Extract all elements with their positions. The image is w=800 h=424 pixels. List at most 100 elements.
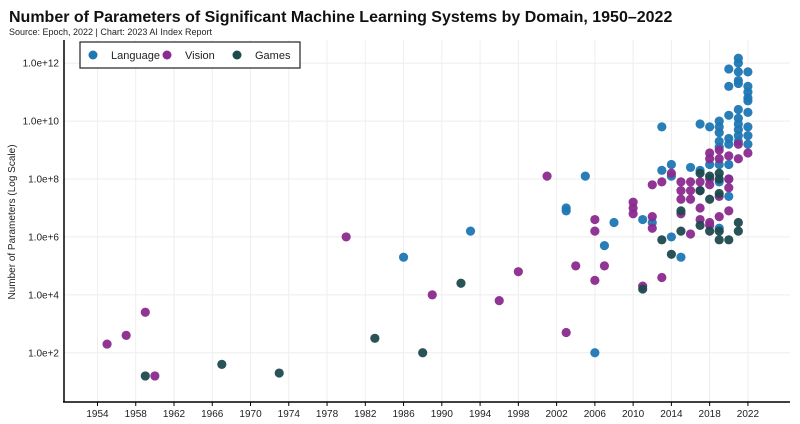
- language-point: [714, 128, 724, 138]
- vision-point: [590, 226, 600, 236]
- legend-label-games: Games: [255, 50, 291, 62]
- games-point: [638, 284, 648, 294]
- language-point: [657, 122, 667, 132]
- games-point: [695, 185, 705, 196]
- language-point: [695, 119, 705, 129]
- y-tick-label: 1.0e+8: [28, 175, 59, 186]
- vision-point: [599, 261, 610, 271]
- language-point: [724, 64, 734, 74]
- vision-point: [657, 177, 667, 187]
- vision-point: [724, 151, 734, 161]
- legend: Language Vision Games: [79, 41, 301, 69]
- vision-point: [647, 223, 657, 233]
- y-axis-ticks: 1.0e+2 1.0e+4 1.0e+6 1.0e+8 1.0e+10 1.0e+12: [23, 59, 60, 360]
- language-point: [398, 252, 409, 262]
- legend-label-language: Language: [111, 50, 160, 62]
- legend-label-vision: Vision: [185, 50, 215, 62]
- y-tick-label: 1.0e+10: [23, 117, 60, 128]
- vision-point: [676, 177, 686, 187]
- language-point: [724, 139, 734, 149]
- vision-point: [714, 154, 724, 164]
- vision-point: [647, 212, 657, 222]
- vision-point: [685, 229, 696, 239]
- x-tick-label: 2002: [545, 409, 568, 420]
- games-point: [714, 188, 724, 199]
- language-point: [666, 159, 676, 170]
- language-point: [657, 165, 667, 175]
- vision-point: [676, 185, 686, 196]
- vision-point: [714, 212, 724, 222]
- vision-point: [590, 214, 600, 225]
- language-point: [733, 67, 743, 77]
- vision-point: [714, 145, 724, 155]
- legend-box: [79, 41, 301, 69]
- x-tick-label: 1986: [392, 409, 415, 420]
- chart-title: Number of Parameters of Significant Mach…: [9, 9, 672, 26]
- language-point: [465, 226, 476, 236]
- language-point: [638, 214, 648, 225]
- vision-point: [685, 185, 696, 196]
- x-tick-label: 1966: [201, 409, 224, 420]
- vision-point: [571, 261, 581, 271]
- games-point: [714, 174, 724, 184]
- language-point: [685, 162, 696, 173]
- chart-subtitle: Source: Epoch, 2022 | Chart: 2023 AI Ind…: [9, 27, 212, 37]
- data-points: [102, 53, 753, 381]
- language-point: [705, 122, 715, 132]
- legend-marker-games: [232, 50, 242, 60]
- games-point: [705, 171, 715, 181]
- vision-point: [724, 183, 734, 193]
- language-point: [743, 96, 753, 106]
- language-point: [580, 171, 590, 181]
- y-tick-label: 1.0e+4: [28, 290, 59, 301]
- language-point: [743, 130, 753, 141]
- language-point: [561, 206, 571, 216]
- games-point: [705, 194, 715, 204]
- x-tick-label: 2014: [660, 409, 683, 420]
- vision-point: [676, 194, 686, 204]
- vision-point: [724, 206, 734, 216]
- vision-point: [685, 194, 696, 204]
- vision-point: [140, 307, 150, 317]
- y-tick-label: 1.0e+2: [28, 348, 59, 359]
- x-tick-label: 1982: [354, 409, 377, 420]
- vision-point: [542, 171, 552, 181]
- vision-point: [657, 272, 667, 283]
- x-tick-label: 1990: [431, 409, 454, 420]
- games-point: [714, 235, 724, 245]
- gridlines: [64, 40, 790, 402]
- y-tick-label: 1.0e+6: [28, 232, 59, 243]
- language-point: [676, 252, 686, 262]
- games-point: [733, 226, 743, 236]
- x-tick-label: 1974: [278, 409, 301, 420]
- vision-point: [743, 148, 753, 158]
- games-point: [657, 235, 667, 245]
- vision-point: [513, 267, 523, 277]
- vision-point: [647, 180, 657, 190]
- x-tick-label: 1970: [239, 409, 262, 420]
- x-tick-label: 2022: [737, 409, 760, 420]
- vision-point: [494, 296, 504, 306]
- language-point: [743, 67, 753, 77]
- x-tick-label: 2010: [622, 409, 645, 420]
- language-point: [599, 241, 610, 251]
- language-point: [733, 58, 743, 68]
- vision-point: [705, 154, 715, 164]
- vision-point: [733, 154, 743, 164]
- games-point: [418, 348, 428, 358]
- y-axis-label: Number of Parameters (Log Scale): [7, 144, 18, 299]
- x-tick-label: 1954: [86, 409, 109, 420]
- language-point: [609, 217, 619, 228]
- x-tick-label: 1978: [316, 409, 339, 420]
- games-point: [676, 206, 686, 216]
- legend-marker-language: [88, 50, 98, 60]
- x-tick-label: 2006: [584, 409, 607, 420]
- x-tick-label: 2018: [699, 409, 722, 420]
- games-point: [370, 333, 380, 343]
- language-point: [743, 122, 753, 132]
- games-point: [714, 226, 724, 236]
- games-point: [705, 226, 715, 236]
- language-point: [724, 81, 734, 91]
- language-point: [724, 110, 734, 120]
